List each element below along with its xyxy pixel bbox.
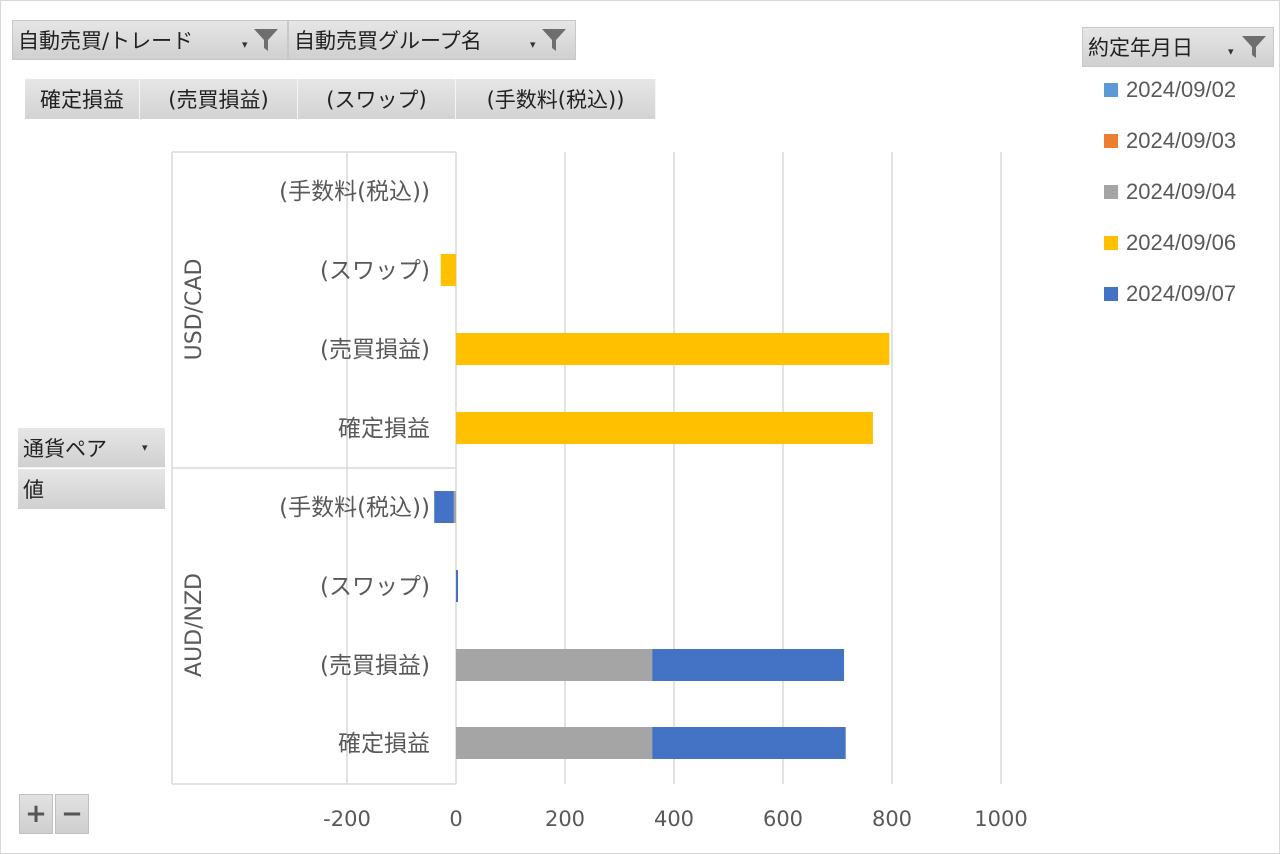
legend-item: 2024/09/02 xyxy=(1104,75,1236,105)
legend-label: 2024/09/04 xyxy=(1126,179,1237,204)
bar-segment xyxy=(652,649,845,681)
dropdown-arrow-icon: ▾ xyxy=(142,441,148,454)
legend-item: 2024/09/06 xyxy=(1104,228,1236,258)
auto-trade-filter-button[interactable]: 自動売買/トレード ▾ xyxy=(12,20,288,60)
legend-label: 2024/09/03 xyxy=(1126,128,1237,153)
category-label: 確定損益 xyxy=(338,731,430,757)
filter-funnel-icon xyxy=(1242,36,1266,58)
bar-segment xyxy=(456,727,653,759)
dropdown-arrow-icon: ▾ xyxy=(1228,45,1234,58)
currency-pair-field-label: 通貨ペア xyxy=(23,436,107,461)
x-tick-label: 0 xyxy=(449,807,462,831)
legend-swatch xyxy=(1104,185,1118,199)
bar-segment xyxy=(440,254,456,286)
x-tick-label: 600 xyxy=(763,807,803,831)
expand-field-button[interactable]: + xyxy=(19,794,53,834)
category-label: (スワップ) xyxy=(320,574,430,600)
dropdown-arrow-icon: ▾ xyxy=(530,38,536,51)
x-tick-label: 400 xyxy=(654,807,694,831)
value-row-field-label: 値 xyxy=(23,478,44,502)
filter-funnel-icon xyxy=(542,29,566,51)
legend-label: 2024/09/07 xyxy=(1126,281,1237,306)
x-tick-label: 1000 xyxy=(974,807,1027,831)
auto-trade-filter-label: 自動売買/トレード xyxy=(18,29,194,53)
category-label: (スワップ) xyxy=(320,258,430,284)
x-tick-label: 800 xyxy=(872,807,912,831)
value-field-label: (スワップ) xyxy=(326,88,427,112)
dropdown-arrow-icon: ▾ xyxy=(242,38,248,51)
legend-label: 2024/09/06 xyxy=(1126,230,1237,255)
bar-segment xyxy=(453,491,456,523)
legend-item: 2024/09/07 xyxy=(1104,279,1236,309)
value-field-swap[interactable]: (スワップ) xyxy=(298,79,456,119)
filter-funnel-icon xyxy=(254,29,278,51)
date-filter-label: 約定年月日 xyxy=(1088,36,1193,60)
value-field-trade-pnl[interactable]: (売買損益) xyxy=(140,79,298,119)
date-filter-button[interactable]: 約定年月日 ▾ xyxy=(1082,27,1274,67)
legend-item: 2024/09/04 xyxy=(1104,177,1236,207)
legend-swatch xyxy=(1104,236,1118,250)
bar-segment xyxy=(456,412,873,444)
category-label: (手数料(税込)) xyxy=(279,179,430,205)
legend-swatch xyxy=(1104,287,1118,301)
x-tick-label: 200 xyxy=(545,807,585,831)
currency-pair-field-button[interactable]: 通貨ペア ▾ xyxy=(18,428,165,468)
value-row-field-button[interactable]: 値 xyxy=(18,469,165,509)
legend-label: 2024/09/02 xyxy=(1126,77,1237,102)
value-field-label: 確定損益 xyxy=(40,88,124,112)
value-field-realized-pnl[interactable]: 確定損益 xyxy=(25,79,140,119)
bar-segment xyxy=(456,570,458,602)
category-label: (手数料(税込)) xyxy=(279,495,430,521)
category-label: (売買損益) xyxy=(320,653,430,679)
group-label: AUD/NZD xyxy=(182,573,207,677)
auto-group-filter-label: 自動売買グループ名 xyxy=(294,29,482,53)
value-field-label: (売買損益) xyxy=(168,88,269,112)
bar-segment xyxy=(456,649,653,681)
minus-icon: − xyxy=(61,799,83,829)
bar-segment xyxy=(652,727,846,759)
value-field-fee[interactable]: (手数料(税込)) xyxy=(456,79,656,119)
bar-segment xyxy=(456,333,890,365)
legend-swatch xyxy=(1104,83,1118,97)
legend-item: 2024/09/03 xyxy=(1104,126,1236,156)
legend-swatch xyxy=(1104,134,1118,148)
category-label: (売買損益) xyxy=(320,337,430,363)
bar-segment xyxy=(434,491,454,523)
group-label: USD/CAD xyxy=(182,259,207,361)
value-field-label: (手数料(税込)) xyxy=(486,88,625,112)
auto-group-filter-button[interactable]: 自動売買グループ名 ▾ xyxy=(288,20,576,60)
collapse-field-button[interactable]: − xyxy=(55,794,89,834)
x-tick-label: -200 xyxy=(323,807,371,831)
plus-icon: + xyxy=(25,799,47,829)
category-label: 確定損益 xyxy=(338,416,430,442)
